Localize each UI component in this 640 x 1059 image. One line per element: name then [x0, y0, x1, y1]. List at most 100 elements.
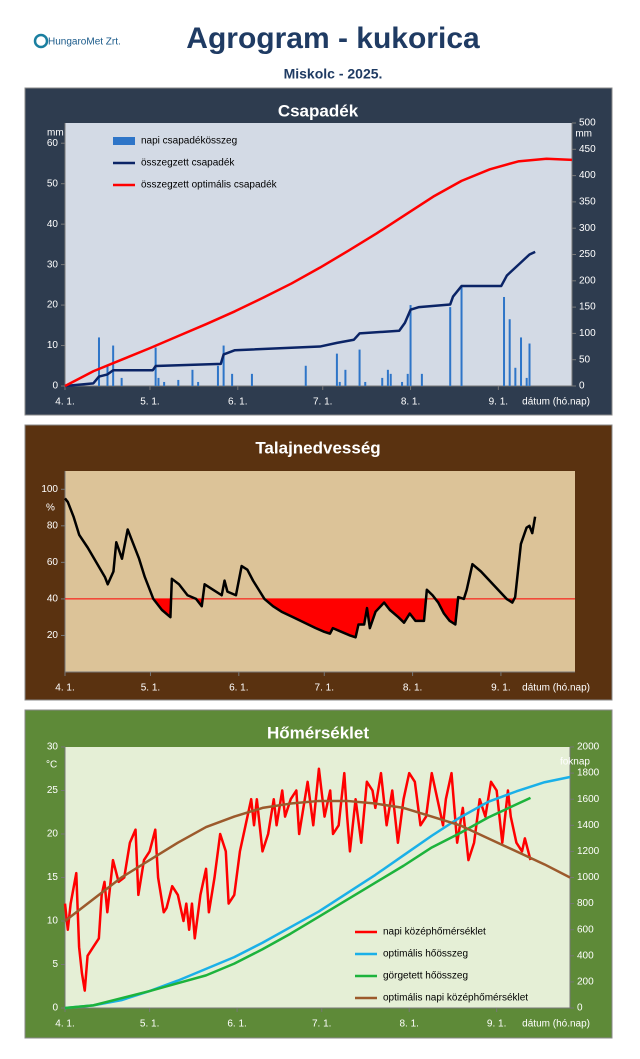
- y2-tick-label: 500: [579, 118, 596, 129]
- legend-label: napi csapadékösszeg: [141, 136, 237, 147]
- bar: [420, 373, 423, 386]
- x-tick-label: 7. 1.: [312, 1019, 331, 1030]
- y2-tick-label: 1800: [577, 768, 600, 779]
- bar: [386, 369, 389, 386]
- y-tick-label: 0: [52, 1003, 58, 1014]
- y-tick-label: 30: [47, 259, 59, 270]
- y2-tick-label: 250: [579, 249, 596, 260]
- x-tick-label: 9. 1.: [489, 397, 508, 408]
- x-axis-label: dátum (hó.nap): [522, 397, 590, 408]
- y2-tick-label: 150: [579, 302, 596, 313]
- y2-tick-label: 450: [579, 144, 596, 155]
- y-tick-label: 0: [52, 381, 58, 392]
- bar: [520, 337, 523, 386]
- y2-tick-label: 350: [579, 197, 596, 208]
- y-tick-label: 5: [52, 959, 58, 970]
- legend-label: görgetett hőösszeg: [383, 971, 468, 982]
- y-tick-label: 15: [47, 872, 59, 883]
- x-tick-label: 6. 1.: [228, 397, 247, 408]
- y-unit: %: [46, 503, 55, 514]
- y2-tick-label: 300: [579, 223, 596, 234]
- logo-icon: [33, 33, 49, 49]
- x-tick-label: 6. 1.: [227, 1019, 246, 1030]
- y-tick-label: 20: [47, 300, 59, 311]
- bar: [216, 365, 219, 386]
- x-tick-label: 7. 1.: [315, 683, 334, 694]
- y2-tick-label: 0: [579, 381, 585, 392]
- y-tick-label: 25: [47, 785, 59, 796]
- plot-area: [65, 471, 575, 672]
- legend-label: összegzett csapadék: [141, 158, 235, 169]
- bar: [358, 349, 361, 386]
- page-title: Agrogram - kukorica: [186, 22, 480, 55]
- x-tick-label: 4. 1.: [55, 1019, 74, 1030]
- bar: [406, 373, 409, 386]
- y2-tick-label: 200: [579, 275, 596, 286]
- y2-unit: mm: [575, 129, 592, 140]
- y-tick-label: 30: [47, 742, 59, 753]
- bar: [97, 337, 100, 386]
- y2-tick-label: 800: [577, 898, 594, 909]
- bar: [401, 381, 404, 386]
- bar: [409, 305, 412, 386]
- y2-tick-label: 1000: [577, 872, 600, 883]
- x-tick-label: 5. 1.: [140, 397, 159, 408]
- x-tick-label: 5. 1.: [140, 1019, 159, 1030]
- x-axis-label: dátum (hó.nap): [522, 683, 590, 694]
- y-tick-label: 10: [47, 916, 59, 927]
- series-line: [64, 796, 532, 1010]
- bar: [163, 381, 166, 386]
- y2-unit: foknap: [560, 757, 590, 768]
- y2-tick-label: 0: [577, 1003, 583, 1014]
- bar: [197, 381, 200, 386]
- bar: [335, 353, 338, 386]
- chart-title: Talajnedvesség: [255, 438, 380, 457]
- y-tick-label: 60: [47, 138, 59, 149]
- y-tick-label: 20: [47, 829, 59, 840]
- bar: [528, 343, 531, 386]
- x-tick-label: 9. 1.: [487, 1019, 506, 1030]
- y-unit: mm: [47, 128, 64, 139]
- bar: [191, 369, 194, 386]
- bar: [112, 345, 115, 386]
- y-tick-label: 20: [47, 630, 59, 641]
- y-tick-label: 60: [47, 557, 59, 568]
- y2-tick-label: 1400: [577, 820, 600, 831]
- bar: [120, 377, 123, 386]
- legend-label: optimális hőösszeg: [383, 949, 468, 960]
- y2-tick-label: 400: [577, 950, 594, 961]
- y2-tick-label: 50: [579, 354, 591, 365]
- logo-text: HungaroMet Zrt.: [48, 37, 121, 48]
- y2-tick-label: 1200: [577, 846, 600, 857]
- y2-tick-label: 100: [579, 328, 596, 339]
- bar: [525, 377, 528, 386]
- y-tick-label: 50: [47, 178, 59, 189]
- y2-tick-label: 600: [577, 924, 594, 935]
- bar: [338, 381, 341, 386]
- y-tick-label: 40: [47, 594, 59, 605]
- bar: [381, 377, 384, 386]
- y-tick-label: 40: [47, 219, 59, 230]
- legend-swatch: [113, 137, 135, 145]
- x-tick-label: 4. 1.: [55, 683, 74, 694]
- bar: [177, 379, 180, 386]
- series-line: [64, 157, 573, 388]
- y2-tick-label: 2000: [577, 742, 600, 753]
- bar: [231, 373, 234, 386]
- y-tick-label: 10: [47, 340, 59, 351]
- chart-title: Csapadék: [278, 101, 359, 120]
- chart-title: Hőmérséklet: [267, 723, 369, 742]
- bar: [460, 286, 463, 386]
- x-tick-label: 7. 1.: [313, 397, 332, 408]
- legend-label: összegzett optimális csapadék: [141, 180, 278, 191]
- bar: [304, 365, 307, 386]
- x-tick-label: 4. 1.: [55, 397, 74, 408]
- bar: [389, 373, 392, 386]
- series-line: [64, 250, 536, 388]
- bar: [157, 377, 160, 386]
- bar: [449, 307, 452, 386]
- bar: [508, 319, 511, 386]
- legend-label: napi középhőmérséklet: [383, 927, 486, 938]
- bar: [250, 373, 253, 386]
